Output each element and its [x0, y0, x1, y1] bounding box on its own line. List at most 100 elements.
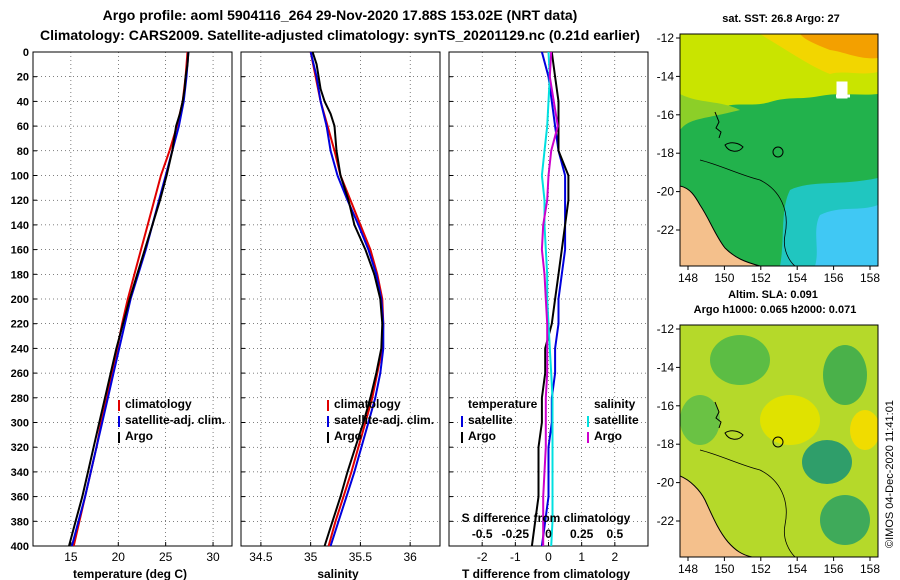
sst-coolest-region: [815, 205, 878, 266]
top-tick-label: 0: [545, 527, 552, 541]
difference-legend-temperature: temperature satellite Argo: [461, 397, 538, 443]
depth-tick-label: 140: [11, 220, 29, 232]
salinity-legend: climatology satellite-adj. clim. Argo: [327, 397, 434, 443]
x-tick-label: 1: [578, 550, 585, 564]
lat-tick-label: -12: [657, 322, 675, 336]
difference-legend-salinity: salinity satellite Argo: [587, 397, 639, 443]
depth-tick-label: 0: [23, 47, 29, 59]
sla-reef-mark: [714, 401, 722, 429]
series-line-temperature-argo: [530, 51, 570, 547]
sst-map-frame: [679, 33, 879, 267]
depth-tick-label: 220: [11, 319, 29, 331]
lon-tick-label: 154: [787, 562, 807, 576]
lon-tick-label: 154: [787, 271, 807, 285]
depth-tick-label: 180: [11, 269, 29, 281]
difference-x-axis-label: T difference from climatology: [462, 567, 630, 580]
temperature-x-axis-label: temperature (deg C): [73, 567, 187, 580]
lat-tick-label: -18: [657, 146, 675, 160]
difference-panel: -2 -1 0 1 2 T difference from climatology S …: [448, 51, 649, 580]
depth-tick-label: 260: [11, 368, 29, 380]
sla-high-1: [760, 395, 820, 445]
sst-reef-mark-2: [724, 142, 744, 152]
x-tick-label: 35: [304, 550, 318, 564]
argo-float-marker: [836, 81, 850, 99]
sla-land: [680, 475, 753, 557]
legend-title-salinity: salinity: [594, 397, 636, 411]
x-tick-label: -1: [510, 550, 521, 564]
depth-tick-label: 360: [11, 492, 29, 504]
depth-tick-label: 120: [11, 195, 29, 207]
legend-label-temp-satellite: satellite: [468, 413, 513, 427]
imos-credit: ©IMOS 04-Dec-2020 11:41:01: [884, 400, 896, 548]
depth-tick-label: 40: [17, 96, 29, 108]
legend-label-satellite-adj: satellite-adj. clim.: [125, 413, 225, 427]
sla-eddy-1: [710, 335, 770, 385]
depth-tick-label: 200: [11, 294, 29, 306]
lat-tick-label: -20: [657, 476, 675, 490]
depth-axis: 0 20 40 60 80 100 120 140 160 180 200 220 240 260 280 3…: [11, 47, 29, 553]
lon-tick-label: 148: [678, 562, 698, 576]
temperature-plot-frame: [32, 51, 233, 547]
difference-top-axis-label: S difference from climatology: [462, 511, 631, 525]
series-line-argo: [68, 51, 190, 547]
lon-tick-label: 152: [751, 271, 771, 285]
lon-tick-label: 148: [678, 271, 698, 285]
legend-label-sal-satellite: satellite: [594, 413, 639, 427]
sla-eddy-3: [680, 395, 720, 445]
legend-label-sal-argo: Argo: [594, 429, 622, 443]
lat-tick-label: -20: [657, 185, 675, 199]
lat-tick-label: -14: [657, 360, 675, 374]
sst-map-title: sat. SST: 26.8 Argo: 27: [722, 13, 840, 25]
sla-reef-mark-2: [724, 430, 744, 440]
x-tick-label: 0: [545, 550, 552, 564]
legend-label-satellite-adj: satellite-adj. clim.: [334, 413, 434, 427]
legend-label-temp-argo: Argo: [468, 429, 496, 443]
sst-mid-region: [680, 94, 740, 130]
lat-tick-label: -16: [657, 108, 675, 122]
x-tick-label: 2: [611, 550, 618, 564]
sla-reef-outline: [699, 449, 796, 557]
x-tick-label: -2: [477, 550, 488, 564]
lon-tick-label: 152: [751, 562, 771, 576]
lon-tick-label: 156: [824, 562, 844, 576]
temperature-legend: climatology satellite-adj. clim. Argo: [118, 397, 225, 443]
x-tick-label: 34.5: [249, 550, 273, 564]
lon-tick-label: 158: [860, 271, 880, 285]
sla-eddy-4: [802, 440, 852, 484]
series-line-salinity-argo: [540, 51, 559, 546]
lat-tick-label: -18: [657, 437, 675, 451]
lon-tick-label: 150: [714, 271, 734, 285]
lon-tick-label: 156: [824, 271, 844, 285]
depth-tick-label: 400: [11, 541, 29, 553]
depth-tick-label: 60: [17, 121, 29, 133]
depth-tick-label: 340: [11, 467, 29, 479]
lat-tick-label: -12: [657, 31, 675, 45]
sst-island: [772, 146, 784, 158]
x-tick-label: 30: [206, 550, 220, 564]
sla-map-frame: [679, 324, 879, 558]
depth-tick-label: 380: [11, 516, 29, 528]
depth-tick-label: 320: [11, 442, 29, 454]
depth-tick-label: 20: [17, 72, 29, 84]
top-tick-label: 0.5: [606, 527, 623, 541]
sla-eddy-5: [820, 495, 870, 545]
legend-label-climatology: climatology: [125, 397, 192, 411]
legend-label-argo: Argo: [334, 429, 362, 443]
top-tick-label: -0.5: [472, 527, 493, 541]
top-tick-label: 0.25: [570, 527, 594, 541]
sst-reef-outline: [699, 159, 796, 266]
temperature-panel: 15 20 25 30 temperature (deg C) climatology…: [32, 51, 233, 580]
x-tick-label: 20: [112, 550, 126, 564]
x-tick-label: 25: [159, 550, 173, 564]
sla-high-2: [850, 410, 878, 450]
sst-map: sat. SST: 26.8 Argo: 27 -12 -14 -16 -18 -20 -…: [657, 13, 881, 285]
x-tick-label: 36: [403, 550, 417, 564]
sla-map-title-2: Argo h1000: 0.065 h2000: 0.071: [694, 304, 857, 316]
plot-title-line-2: Climatology: CARS2009. Satellite-adjuste…: [40, 27, 640, 43]
sla-eddy-2: [823, 345, 867, 405]
legend-label-climatology: climatology: [334, 397, 401, 411]
lat-tick-label: -14: [657, 69, 675, 83]
sla-island: [772, 436, 784, 448]
x-tick-label: 35.5: [349, 550, 373, 564]
